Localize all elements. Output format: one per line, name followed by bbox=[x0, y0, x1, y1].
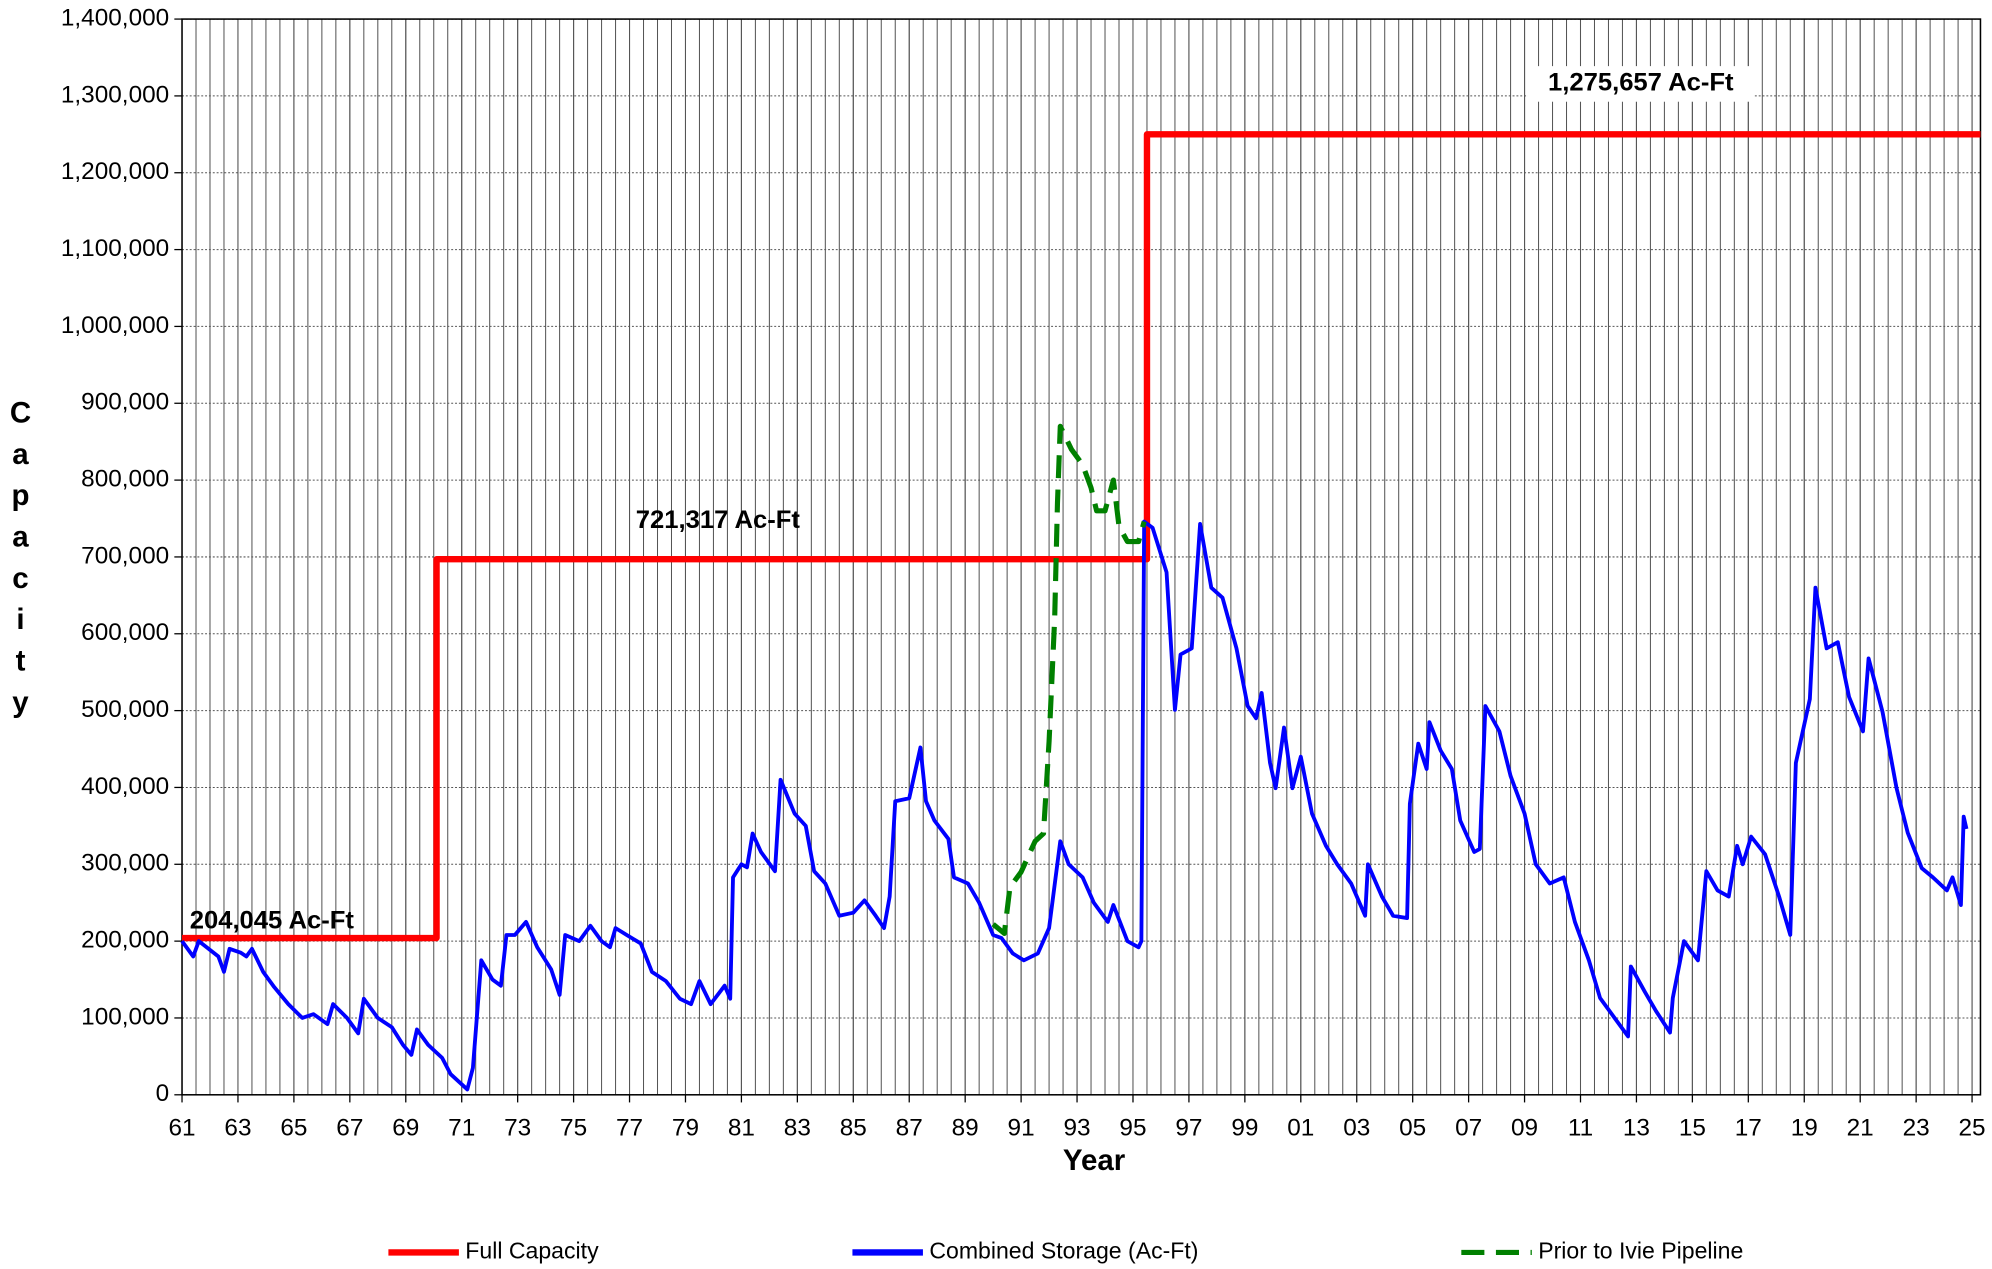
x-tick-label: 11 bbox=[1568, 1115, 1593, 1142]
legend-label: Combined Storage (Ac-Ft) bbox=[929, 1238, 1198, 1264]
x-tick-label: 91 bbox=[1008, 1115, 1035, 1142]
y-tick-label: 1,000,000 bbox=[61, 312, 169, 339]
y-tick-label: 1,100,000 bbox=[61, 235, 169, 262]
x-tick-label: 65 bbox=[280, 1115, 307, 1142]
x-tick-label: 61 bbox=[168, 1115, 195, 1142]
x-tick-label: 73 bbox=[504, 1115, 531, 1142]
y-tick-label: 700,000 bbox=[81, 542, 169, 569]
y-tick-label: 900,000 bbox=[81, 389, 169, 416]
x-axis-title: Year bbox=[1063, 1144, 1125, 1177]
x-tick-label: 83 bbox=[784, 1115, 811, 1142]
x-tick-label: 67 bbox=[336, 1115, 363, 1142]
x-tick-label: 23 bbox=[1903, 1115, 1930, 1142]
plot-frame bbox=[181, 18, 1982, 1096]
legend-label: Prior to Ivie Pipeline bbox=[1538, 1238, 1743, 1264]
grid bbox=[174, 18, 1982, 1103]
annotation-background bbox=[1527, 66, 1754, 102]
line-series bbox=[991, 423, 1147, 936]
x-tick-label: 85 bbox=[840, 1115, 867, 1142]
y-tick-label: 0 bbox=[156, 1080, 170, 1107]
x-tick-label: 15 bbox=[1679, 1115, 1706, 1142]
x-tick-label: 63 bbox=[224, 1115, 251, 1142]
y-tick-label: 500,000 bbox=[81, 696, 169, 723]
y-tick-label: 1,300,000 bbox=[61, 81, 169, 108]
x-tick-label: 07 bbox=[1455, 1115, 1482, 1142]
x-tick-label: 87 bbox=[896, 1115, 923, 1142]
y-tick-label: 1,400,000 bbox=[61, 5, 169, 32]
x-tick-label: 93 bbox=[1064, 1115, 1091, 1142]
x-tick-label: 99 bbox=[1231, 1115, 1258, 1142]
x-tick-label: 09 bbox=[1511, 1115, 1538, 1142]
y-tick-label: 1,200,000 bbox=[61, 158, 169, 185]
plot bbox=[180, 131, 1981, 1092]
x-tick-label: 03 bbox=[1343, 1115, 1370, 1142]
x-tick-label: 69 bbox=[392, 1115, 419, 1142]
annotation: 1,275,657 Ac-Ft bbox=[1548, 69, 1734, 97]
x-tick-label: 89 bbox=[952, 1115, 979, 1142]
x-tick-label: 79 bbox=[672, 1115, 699, 1142]
x-tick-label: 01 bbox=[1287, 1115, 1314, 1142]
x-tick-label: 21 bbox=[1847, 1115, 1874, 1142]
x-tick-label: 75 bbox=[560, 1115, 587, 1142]
x-tick-label: 05 bbox=[1399, 1115, 1426, 1142]
annotation: 204,045 Ac-Ft bbox=[190, 907, 355, 935]
x-tick-label: 81 bbox=[728, 1115, 755, 1142]
y-tick-label: 600,000 bbox=[81, 619, 169, 646]
x-tick-label: 19 bbox=[1791, 1115, 1818, 1142]
x-tick-label: 17 bbox=[1735, 1115, 1762, 1142]
x-tick-label: 71 bbox=[448, 1115, 475, 1142]
x-tick-label: 95 bbox=[1119, 1115, 1146, 1142]
y-tick-label: 400,000 bbox=[81, 773, 169, 800]
y-tick-label: 800,000 bbox=[81, 466, 169, 493]
line-series bbox=[182, 131, 1981, 942]
y-tick-label: 200,000 bbox=[81, 927, 169, 954]
line-series bbox=[180, 519, 1969, 1092]
y-tick-label: 300,000 bbox=[81, 850, 169, 877]
annotation: 721,317 Ac-Ft bbox=[636, 506, 801, 534]
x-tick-label: 13 bbox=[1623, 1115, 1650, 1142]
y-tick-label: 100,000 bbox=[81, 1003, 169, 1030]
x-tick-label: 97 bbox=[1175, 1115, 1202, 1142]
legend-label: Full Capacity bbox=[465, 1238, 599, 1264]
labels: 0 100,000 200,000 300,000 400,000 500,000 600,… bbox=[10, 5, 1986, 1264]
x-tick-label: 25 bbox=[1959, 1115, 1986, 1142]
x-tick-label: 77 bbox=[616, 1115, 643, 1142]
